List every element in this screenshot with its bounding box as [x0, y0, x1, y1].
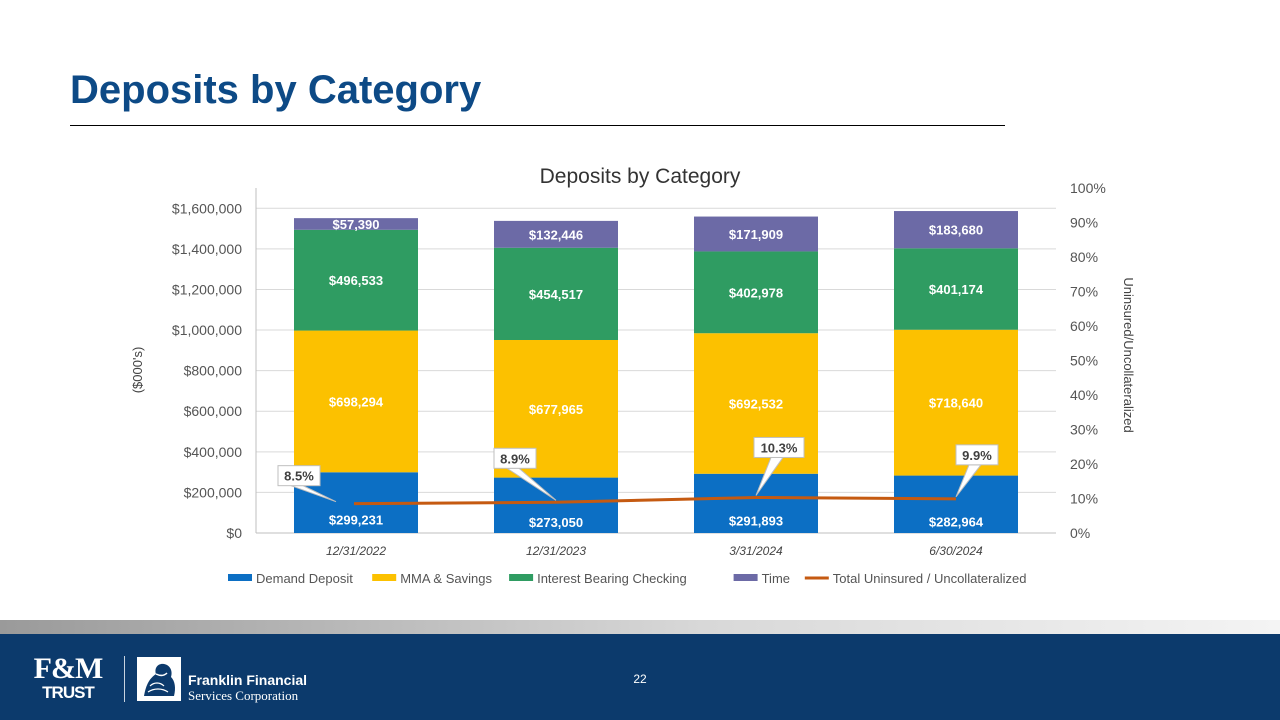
- line-value-label: 8.9%: [500, 451, 530, 466]
- x-tick-label: 12/31/2022: [326, 544, 386, 558]
- ffsc-emblem-icon: [137, 657, 181, 701]
- y2-tick-label: 40%: [1070, 387, 1098, 403]
- y-tick-label: $200,000: [184, 484, 243, 500]
- y2-tick-label: 90%: [1070, 215, 1098, 231]
- bar-value-label: $171,909: [729, 227, 783, 242]
- legend-swatch: [372, 574, 397, 581]
- bar-segment: [494, 247, 618, 340]
- y-tick-label: $800,000: [184, 363, 243, 379]
- bars: [294, 211, 1018, 533]
- bar-value-label: $718,640: [929, 396, 983, 411]
- bar-segment: [294, 229, 418, 331]
- chart-title: Deposits by Category: [540, 165, 741, 188]
- bar-segment: [494, 220, 618, 248]
- bar-value-label: $183,680: [929, 223, 983, 238]
- y2-tick-label: 10%: [1070, 491, 1098, 507]
- legend-label: MMA & Savings: [400, 571, 492, 586]
- ffsc-logo-line1: Franklin Financial: [188, 672, 308, 688]
- legend-swatch: [228, 574, 252, 581]
- y2-tick-label: 70%: [1070, 284, 1098, 300]
- slide-title: Deposits by Category: [70, 68, 482, 112]
- ffsc-logo-line2: Services Corporation: [188, 688, 299, 703]
- x-tick-label: 6/30/2024: [929, 544, 983, 558]
- y2-tick-label: 20%: [1070, 456, 1098, 472]
- callout-box: [955, 444, 999, 466]
- y-tick-label: $1,400,000: [172, 241, 242, 257]
- bar-value-label: $401,174: [929, 282, 984, 297]
- bar-segment: [494, 477, 618, 533]
- line-value-label: 9.9%: [962, 448, 992, 463]
- bar-value-labels: $299,231 $698,294 $496,533 $57,390 $273,050 $…: [329, 217, 984, 530]
- y2-tick-label: 80%: [1070, 249, 1098, 265]
- y-tick-label: $600,000: [184, 403, 243, 419]
- footer: F&M TRUST Franklin Financial Services Co…: [0, 634, 1280, 720]
- y-tick-label: $1,000,000: [172, 322, 242, 338]
- bar-value-label: $291,893: [729, 513, 783, 528]
- bar-value-label: $282,964: [929, 514, 984, 529]
- legend-label: Demand Deposit: [256, 571, 353, 586]
- legend: Demand Deposit MMA & Savings Interest Bear…: [228, 571, 1026, 586]
- title-divider: [70, 125, 1005, 126]
- bar-value-label: $454,517: [529, 287, 583, 302]
- footer-gradient-band: [0, 620, 1280, 634]
- page-number: 22: [633, 672, 647, 686]
- bar-value-label: $57,390: [333, 217, 380, 232]
- bar-value-label: $132,446: [529, 227, 583, 242]
- bar-segment: [894, 248, 1018, 330]
- uninsured-line: [354, 495, 957, 506]
- y2-tick-label: 60%: [1070, 318, 1098, 334]
- legend-label: Interest Bearing Checking: [537, 571, 687, 586]
- y2-tick-label: 0%: [1070, 525, 1090, 541]
- uninsured-line-series: [354, 495, 957, 506]
- callout-box: [493, 447, 537, 469]
- bar-segment: [294, 218, 418, 230]
- y-tick-label: $400,000: [184, 444, 243, 460]
- bar-value-label: $299,231: [329, 513, 383, 528]
- bar-segment: [694, 473, 818, 533]
- logo-divider: [124, 656, 125, 702]
- legend-label: Time: [762, 571, 790, 586]
- fm-trust-logo: F&M TRUST: [22, 654, 114, 702]
- y-tick-label: $1,600,000: [172, 200, 242, 216]
- bar-value-label: $698,294: [329, 394, 384, 409]
- deposits-chart: $0 $200,000 $400,000 $600,000 $800,000 $1,000…: [130, 165, 1136, 586]
- fm-logo-mark: F&M: [33, 652, 104, 685]
- callout-box: [753, 436, 805, 458]
- secondary-y-axis-label: Uninsured/Uncollateralized: [1121, 277, 1136, 432]
- legend-label: Total Uninsured / Uncollateralized: [833, 571, 1027, 586]
- bar-segment: [294, 330, 418, 473]
- bar-segment: [694, 216, 818, 252]
- y2-tick-label: 100%: [1070, 180, 1106, 196]
- y-axis-label: ($000's): [130, 347, 145, 394]
- bar-segment: [694, 251, 818, 334]
- legend-swatch: [733, 574, 758, 581]
- y2-tick-label: 30%: [1070, 422, 1098, 438]
- bar-value-label: $496,533: [329, 273, 383, 288]
- ffsc-logo-text: Franklin Financial Services Corporation: [188, 672, 307, 703]
- bar-value-label: $273,050: [529, 515, 583, 530]
- bar-segment: [894, 475, 1018, 533]
- callout-box: [277, 465, 321, 487]
- y2-tick-label: 50%: [1070, 353, 1098, 369]
- bar-value-label: $692,532: [729, 396, 783, 411]
- bar-segment: [894, 211, 1018, 249]
- y-tick-label: $1,200,000: [172, 281, 242, 297]
- bar-value-label: $402,978: [729, 285, 783, 300]
- y-tick-label: $0: [226, 525, 242, 541]
- x-tick-label: 3/31/2024: [729, 544, 783, 558]
- line-value-label: 10.3%: [761, 440, 798, 455]
- legend-swatch: [509, 574, 534, 581]
- fm-logo-subtext: TRUST: [42, 683, 95, 702]
- line-value-label: 8.5%: [284, 469, 314, 484]
- x-tick-label: 12/31/2023: [526, 544, 586, 558]
- bar-value-label: $677,965: [529, 402, 583, 417]
- line-callouts: 8.5% 8.9% 10.3% 9.9%: [277, 436, 999, 503]
